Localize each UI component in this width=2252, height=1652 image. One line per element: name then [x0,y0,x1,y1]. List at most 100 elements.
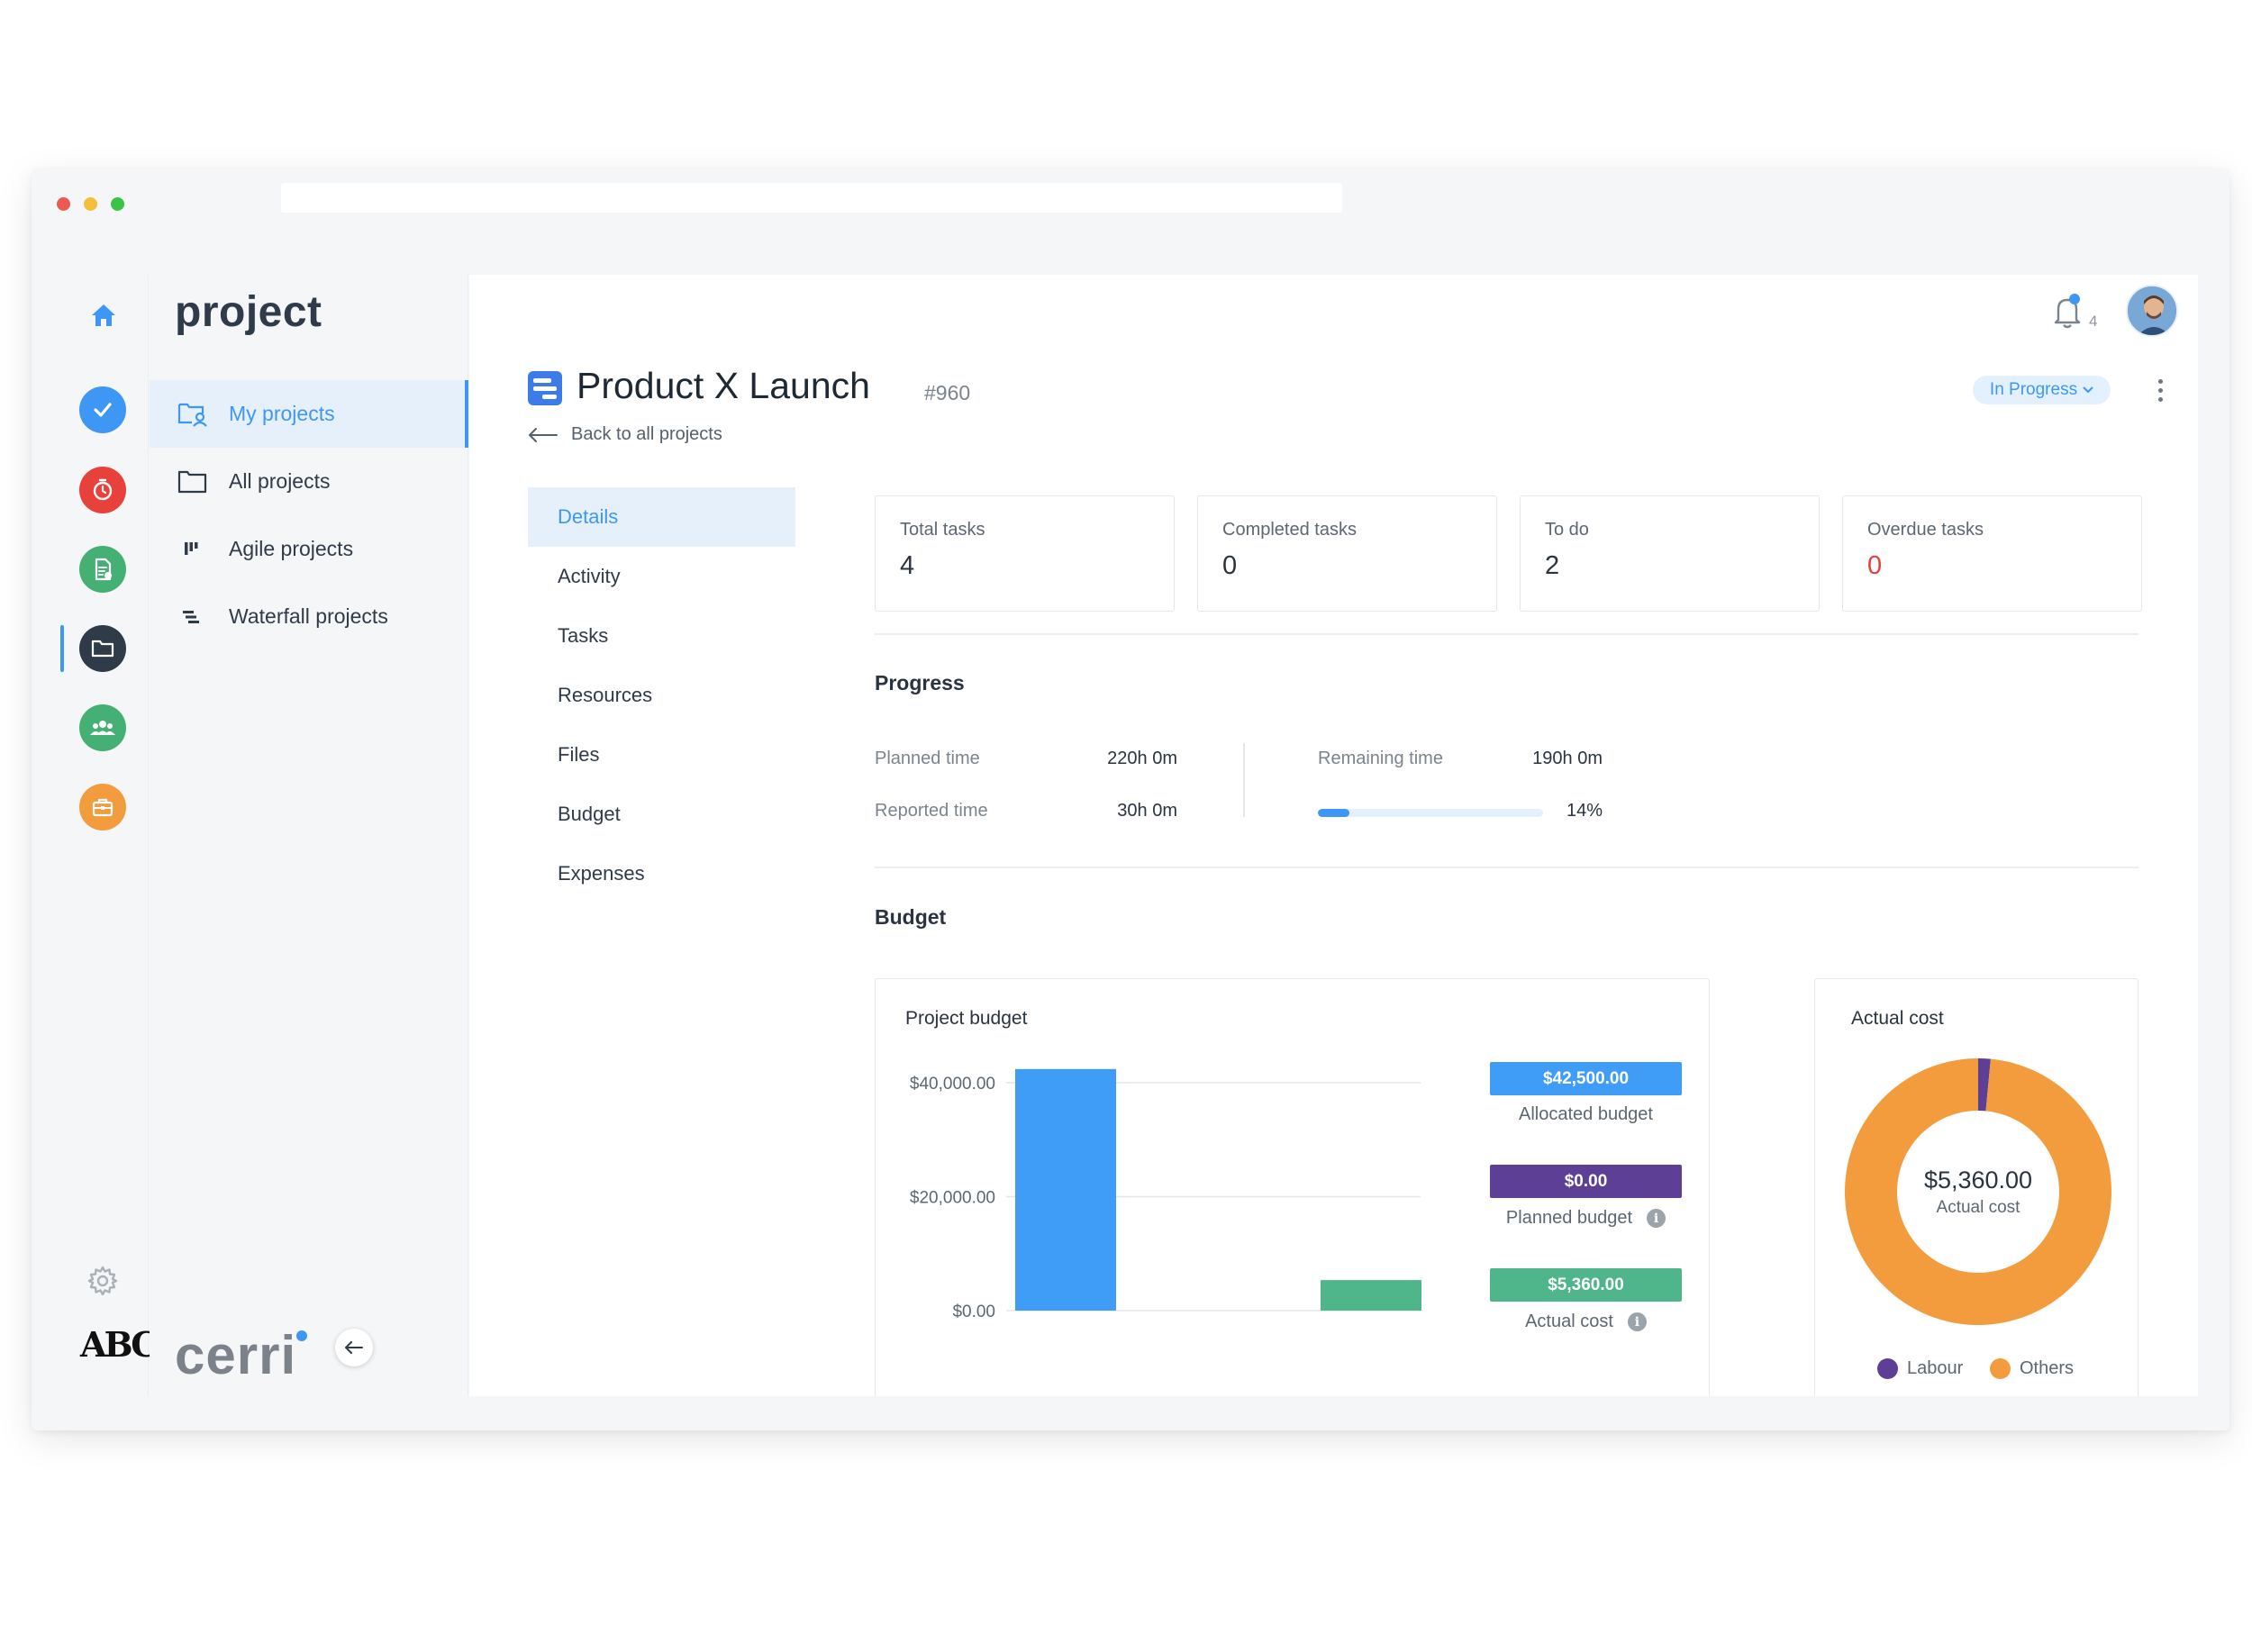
project-budget-panel: Project budget $0.00 $20,000.00 $40,000.00… [875,978,1710,1396]
notification-count: 4 [2089,313,2098,330]
tab-tasks[interactable]: Tasks [558,624,609,647]
donut-chart [1845,1058,2111,1325]
minimize-window-dot[interactable] [84,197,97,211]
legend-labour[interactable]: Labour [1877,1358,1963,1379]
bar-allocated-budget [1015,1068,1116,1311]
stat-value: 4 [900,551,915,580]
project-nav-panel: project My projects All projects Agile p… [150,275,468,1396]
project-title: Product X Launch [577,365,870,406]
stat-card-overdue-tasks: Overdue tasks 0 [1842,495,2142,612]
tab-details[interactable]: Details [528,487,795,547]
icon-rail: ABC [32,275,159,1396]
nav-item-my-projects[interactable]: My projects [150,380,468,448]
arrow-left-icon [345,1341,363,1354]
settings-gear-icon[interactable] [83,1261,123,1301]
tab-activity[interactable]: Activity [558,565,621,587]
back-link-label: Back to all projects [571,424,722,444]
legend-swatch [1877,1358,1898,1379]
progress-percent: 14% [1566,801,1603,821]
status-dropdown[interactable]: In Progress [1973,376,2111,404]
legend-label: Planned budget [1505,1208,1633,1228]
document-icon[interactable] [79,546,126,593]
stat-card-total-tasks: Total tasks 4 [875,495,1175,612]
allocated-budget-badge: $42,500.00 [1490,1062,1682,1095]
folder-outline-icon [177,467,213,497]
folder-icon[interactable] [79,625,126,672]
arrow-left-icon [529,427,558,442]
progress-bar-fill [1318,809,1349,817]
legend-label: Allocated budget [1518,1104,1653,1124]
nav-item-label: Agile projects [229,537,354,560]
main-content: 4 Product X Launch #960 Back to all proj… [469,275,2198,1396]
stat-label: To do [1545,520,1589,540]
remaining-time-label: Remaining time [1318,749,1443,768]
legend-others[interactable]: Others [1990,1358,2074,1379]
stat-value: 0 [1867,551,1883,580]
planned-time-value: 220h 0m [1107,749,1177,768]
more-options-icon[interactable] [2151,372,2169,408]
legend-label: Actual cost [1525,1312,1613,1331]
donut-amount: $5,360.00 [1923,1166,2033,1194]
y-tick-label: $20,000.00 [910,1189,995,1208]
divider [875,633,2138,635]
nav-item-all-projects[interactable]: All projects [150,448,468,515]
budget-title: Budget [875,905,947,929]
stat-label: Total tasks [900,520,985,540]
gantt-icon [177,602,213,632]
user-avatar[interactable] [2126,285,2178,337]
nav-item-waterfall-projects[interactable]: Waterfall projects [150,583,468,650]
donut-center: $5,360.00 Actual cost [1843,1057,2113,1327]
chevron-down-icon [2083,386,2093,394]
project-id: #960 [924,381,971,404]
check-icon[interactable] [79,386,126,433]
rail-active-indicator [60,625,64,672]
legend-label: Others [2020,1358,2075,1378]
stat-card-to-do: To do 2 [1520,495,1820,612]
bar-actual-cost [1321,1280,1421,1311]
timer-icon[interactable] [79,467,126,513]
divider [1243,743,1245,817]
planned-budget-badge: $0.00 [1490,1165,1682,1198]
kanban-icon [177,534,213,565]
back-to-projects-link[interactable]: Back to all projects [528,424,722,445]
remaining-time-value: 190h 0m [1532,749,1603,768]
address-bar[interactable] [281,183,1342,213]
y-tick-label: $0.00 [952,1303,995,1321]
tab-resources[interactable]: Resources [558,684,653,706]
notification-bell-icon[interactable] [2046,289,2091,334]
maximize-window-dot[interactable] [111,197,124,211]
allocated-budget-caption: Allocated budget [1490,1104,1682,1125]
divider [875,867,2138,868]
home-icon[interactable] [84,295,123,335]
tab-expenses[interactable]: Expenses [558,862,645,885]
team-icon[interactable] [79,704,126,751]
tab-files[interactable]: Files [558,743,600,766]
reported-time-value: 30h 0m [1117,801,1177,821]
brand-dot [296,1330,307,1341]
planned-time-label: Planned time [875,749,980,768]
info-icon[interactable]: i [1647,1209,1666,1228]
donut-slice-labour [1978,1058,1991,1112]
legend-swatch [1990,1358,2011,1379]
project-type-icon [528,371,562,405]
budget-bar-chart: $0.00 $20,000.00 $40,000.00 [910,1068,1421,1321]
info-icon[interactable]: i [1627,1312,1647,1331]
actual-cost-title: Actual cost [1851,1008,1944,1029]
actual-cost-caption: Actual cost i [1490,1312,1682,1332]
stat-value: 2 [1545,551,1560,580]
module-title: project [175,288,322,336]
legend-label: Labour [1907,1358,1964,1378]
tab-budget[interactable]: Budget [558,803,621,825]
status-label: In Progress [1989,380,2078,399]
company-logo: ABC [80,1324,159,1365]
donut-label: Actual cost [1936,1197,2020,1217]
brand-wordmark: cerri [175,1325,297,1385]
close-window-dot[interactable] [57,197,70,211]
briefcase-icon[interactable] [79,784,126,831]
browser-window: ABC project My projects All projects [32,169,2229,1430]
actual-cost-panel: Actual cost $5,360.00 Actual cost Labour… [1814,978,2138,1396]
nav-item-label: All projects [229,469,331,493]
stat-value: 0 [1222,551,1238,580]
collapse-sidebar-button[interactable] [335,1329,373,1366]
nav-item-agile-projects[interactable]: Agile projects [150,515,468,583]
